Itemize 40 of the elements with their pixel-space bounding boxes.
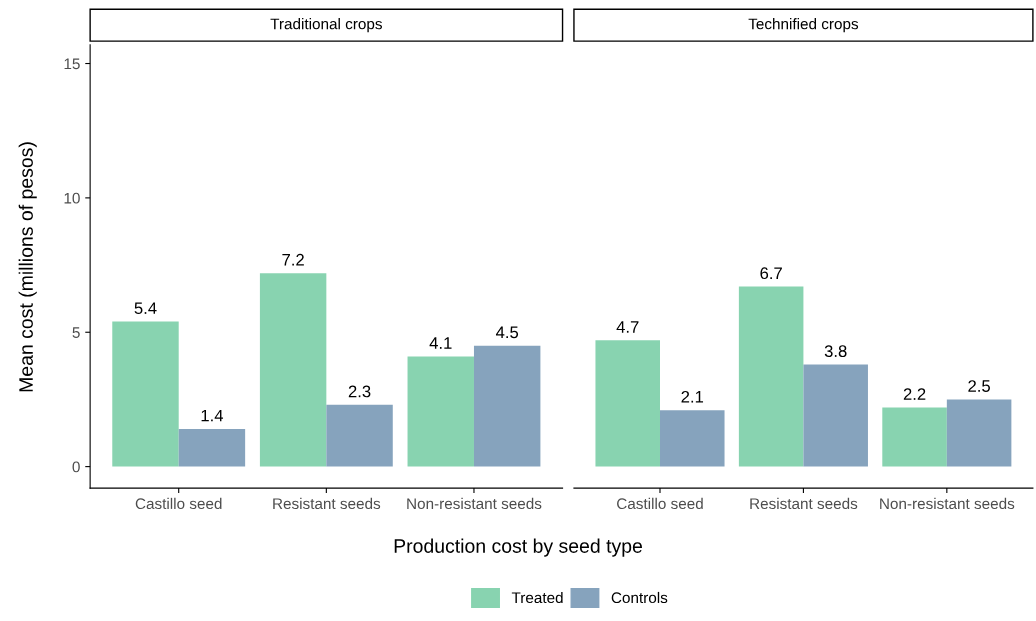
x-tick-label: Non-resistant seeds xyxy=(880,497,1015,510)
bar xyxy=(595,340,660,467)
bar xyxy=(473,345,541,467)
data-label: 4.1 xyxy=(429,337,452,349)
data-label: 6.7 xyxy=(760,267,782,280)
y-tick-label: 5 xyxy=(72,327,80,338)
bar xyxy=(178,428,246,467)
bar xyxy=(407,356,474,467)
bar xyxy=(882,407,947,467)
data-label: 1.4 xyxy=(201,409,224,422)
bar xyxy=(112,321,179,467)
x-tick-label: Castillo seed xyxy=(617,497,703,510)
x-tick-label: Castillo seed xyxy=(135,497,222,510)
bar xyxy=(660,410,725,467)
y-tick-label: 15 xyxy=(64,58,80,70)
bar xyxy=(326,404,393,467)
data-label: 4.5 xyxy=(495,326,519,339)
y-tick-label: 0 xyxy=(72,461,80,473)
y-axis-title: Mean cost (millions of pesos) xyxy=(18,142,37,392)
data-label: 3.8 xyxy=(824,345,847,358)
data-label: 7.2 xyxy=(282,253,304,266)
legend-label: Treated xyxy=(511,591,563,604)
bar xyxy=(946,399,1012,467)
y-tick-label: 10 xyxy=(64,192,80,204)
bar xyxy=(259,273,327,467)
x-tick-label: Resistant seeds xyxy=(750,497,858,510)
data-label: 5.4 xyxy=(134,302,157,315)
legend-label: Controls xyxy=(611,591,668,604)
x-axis-title: Production cost by seed type xyxy=(394,538,642,557)
bar xyxy=(803,364,868,467)
data-label: 2.3 xyxy=(348,385,371,398)
x-tick-label: Resistant seeds xyxy=(273,497,381,510)
data-label: 2.1 xyxy=(681,390,704,403)
data-label: 2.2 xyxy=(903,388,926,400)
data-label: 2.5 xyxy=(968,380,990,392)
bar xyxy=(738,286,804,467)
chart-title: Technified crops xyxy=(748,18,859,33)
chart-title: Traditional crops xyxy=(270,18,382,33)
data-label: 4.7 xyxy=(616,321,639,333)
x-tick-label: Non-resistant seeds xyxy=(407,497,542,510)
